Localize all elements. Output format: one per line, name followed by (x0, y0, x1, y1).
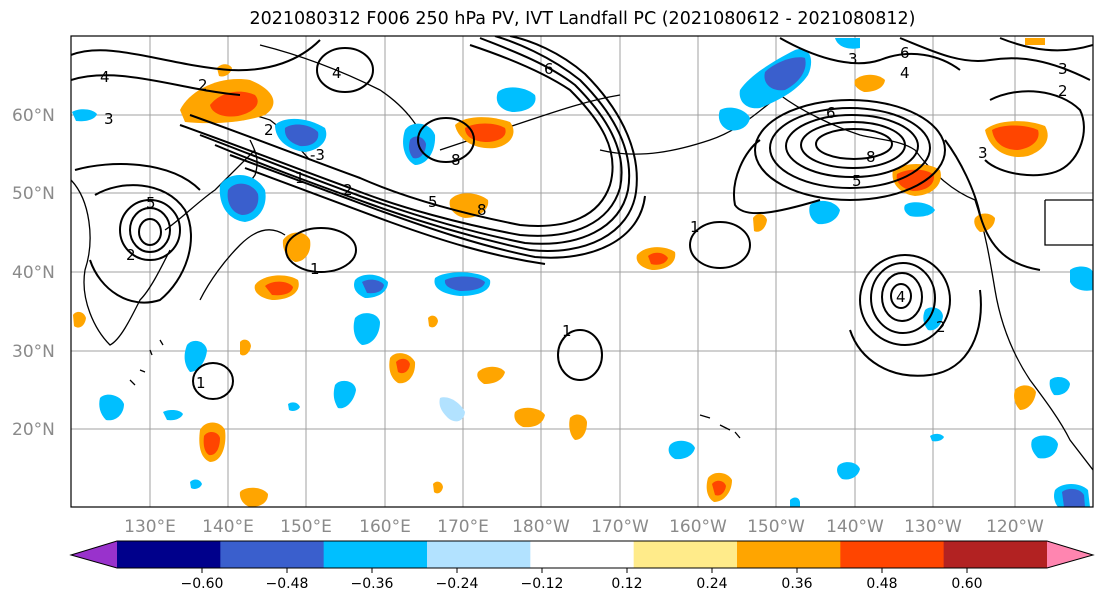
colorbar-tick: −0.48 (266, 576, 309, 592)
contour-label: 2 (264, 121, 274, 139)
contour-label: 2 (936, 318, 946, 336)
lon-label: 180°W (512, 517, 570, 537)
colorbar-segment (323, 541, 428, 568)
contour-label: 5 (852, 172, 862, 190)
lon-label: 120°W (986, 517, 1044, 537)
contour-label: 5 (146, 194, 156, 212)
contour-label: 2 (198, 76, 208, 94)
lon-label: 140°E (202, 517, 254, 537)
lon-label: 170°W (591, 517, 649, 537)
longitude-labels: 130°E 140°E 150°E 160°E 170°E 180°W 170°… (124, 517, 1044, 537)
colorbar-under-triangle (71, 541, 117, 568)
contour-label: 5 (428, 193, 438, 211)
lat-label: 40°N (12, 263, 55, 283)
colorbar-segment (117, 541, 221, 568)
latitude-labels: 60°N 50°N 40°N 30°N 20°N (12, 106, 55, 440)
graticule (71, 36, 1093, 507)
lat-label: 30°N (12, 342, 55, 362)
contour-label: 2 (1058, 82, 1068, 100)
contour-label: 1 (562, 322, 572, 340)
colorbar-segment (840, 541, 945, 568)
contour-label: 4 (100, 68, 110, 86)
colorbar-tick: −0.12 (521, 576, 564, 592)
colorbar-segment (633, 541, 738, 568)
colorbar-segment (220, 541, 325, 568)
contour-label: 4 (332, 64, 342, 82)
contour-label: -3 (310, 146, 325, 164)
map-panel: 4 2 3 4 2 -3 1 2 1 8 5 6 8 5 2 3 6 3 4 2 (70, 35, 1094, 508)
contour-label: 1 (196, 374, 206, 392)
colorbar-segment (427, 541, 531, 568)
lon-label: 160°E (359, 517, 411, 537)
lon-label: 130°E (124, 517, 176, 537)
contour-label: 3 (104, 110, 114, 128)
lon-label: 130°W (904, 517, 962, 537)
contour-label: 1 (690, 218, 700, 236)
colorbar-segment (530, 541, 635, 568)
contour-labels: 4 2 3 4 2 -3 1 2 1 8 5 6 8 5 2 3 6 3 4 2 (100, 44, 1068, 392)
contour-label: 3 (978, 144, 988, 162)
pv-shading (72, 38, 1093, 507)
contour-label: 1 (295, 169, 305, 187)
colorbar-tick: 0.48 (866, 576, 897, 592)
lon-label: 170°E (437, 517, 489, 537)
colorbar-over-triangle (1047, 541, 1093, 568)
lat-label: 50°N (12, 184, 55, 204)
ivt-contours (71, 36, 1093, 400)
colorbar-tick: 0.36 (781, 576, 812, 592)
colorbar-tick: 0.12 (611, 576, 642, 592)
contour-label: 2 (343, 181, 353, 199)
lon-label: 140°W (826, 517, 884, 537)
map-frame (70, 35, 1094, 508)
lat-label: 20°N (12, 420, 55, 440)
colorbar-tick: 0.60 (951, 576, 982, 592)
contour-label: 3 (1058, 60, 1068, 78)
contour-label: 4 (900, 64, 910, 82)
contour-label: 4 (896, 288, 906, 306)
contour-label: 8 (451, 151, 461, 169)
contour-label: 6 (544, 60, 554, 78)
colorbar-tick-labels: −0.60 −0.48 −0.36 −0.24 −0.12 0.12 0.24 … (181, 576, 983, 592)
lon-label: 150°W (747, 517, 805, 537)
lon-label: 160°W (669, 517, 727, 537)
colorbar-segment (737, 541, 841, 568)
contour-label: 1 (310, 260, 320, 278)
colorbar-tick: −0.36 (351, 576, 394, 592)
colorbar: −0.60 −0.48 −0.36 −0.24 −0.12 0.12 0.24 … (69, 540, 1095, 592)
contour-label: 2 (126, 246, 136, 264)
colorbar-tick: −0.24 (436, 576, 479, 592)
colorbar-tick: −0.60 (181, 576, 224, 592)
contour-label: 8 (477, 201, 487, 219)
contour-label: 6 (900, 44, 910, 62)
map-title: 2021080312 F006 250 hPa PV, IVT Landfall… (249, 9, 916, 29)
lat-label: 60°N (12, 106, 55, 126)
contour-label: 6 (826, 104, 836, 122)
colorbar-tick: 0.24 (696, 576, 727, 592)
contour-label: 8 (866, 148, 876, 166)
colorbar-segment (943, 541, 1048, 568)
lon-label: 150°E (280, 517, 332, 537)
contour-label: 3 (848, 50, 858, 68)
